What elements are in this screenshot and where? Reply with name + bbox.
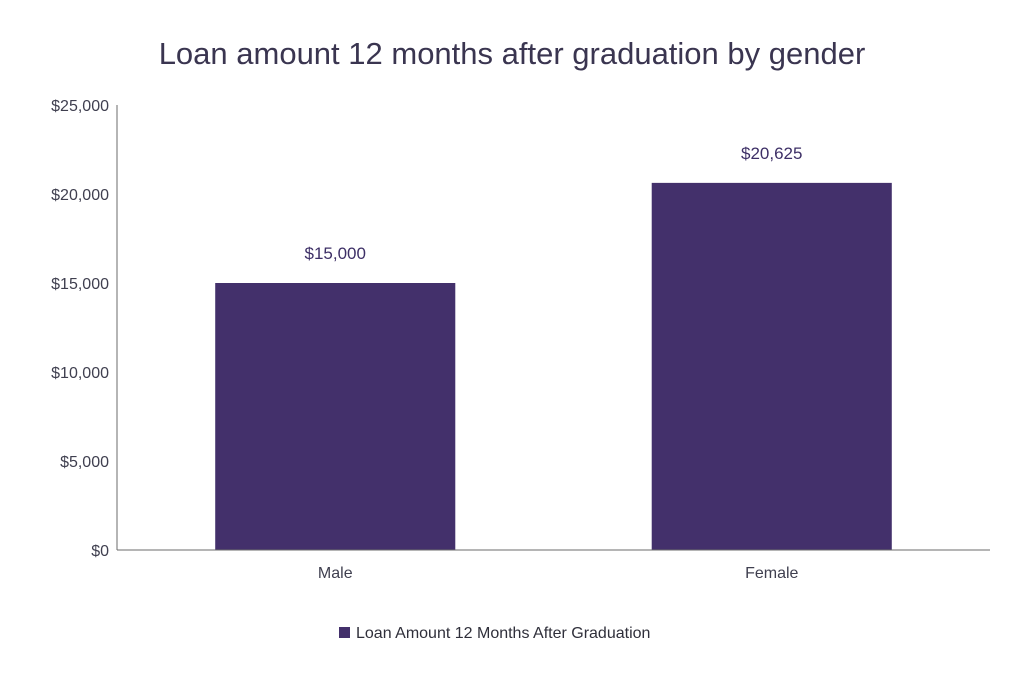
y-tick-label: $0 [91,543,109,560]
x-tick-label: Male [318,565,353,582]
y-tick-label: $15,000 [51,276,109,293]
data-label: $15,000 [305,244,366,263]
legend: Loan Amount 12 Months After Graduation [339,625,650,642]
bar-female [651,182,892,550]
y-tick-label: $10,000 [51,365,109,382]
legend-label: Loan Amount 12 Months After Graduation [356,625,650,642]
chart-title: Loan amount 12 months after graduation b… [159,36,866,71]
y-tick-label: $20,000 [51,187,109,204]
legend-swatch [339,627,350,638]
x-axis: Male Female [117,549,990,582]
x-tick-label: Female [745,565,798,582]
y-axis: $0 $5,000 $10,000 $15,000 $20,000 $25,000 [51,98,118,560]
bars: $15,000 $20,625 [215,144,892,550]
bar-male [215,283,456,550]
y-tick-label: $5,000 [60,454,109,471]
y-tick-label: $25,000 [51,98,109,115]
data-label: $20,625 [741,144,802,163]
